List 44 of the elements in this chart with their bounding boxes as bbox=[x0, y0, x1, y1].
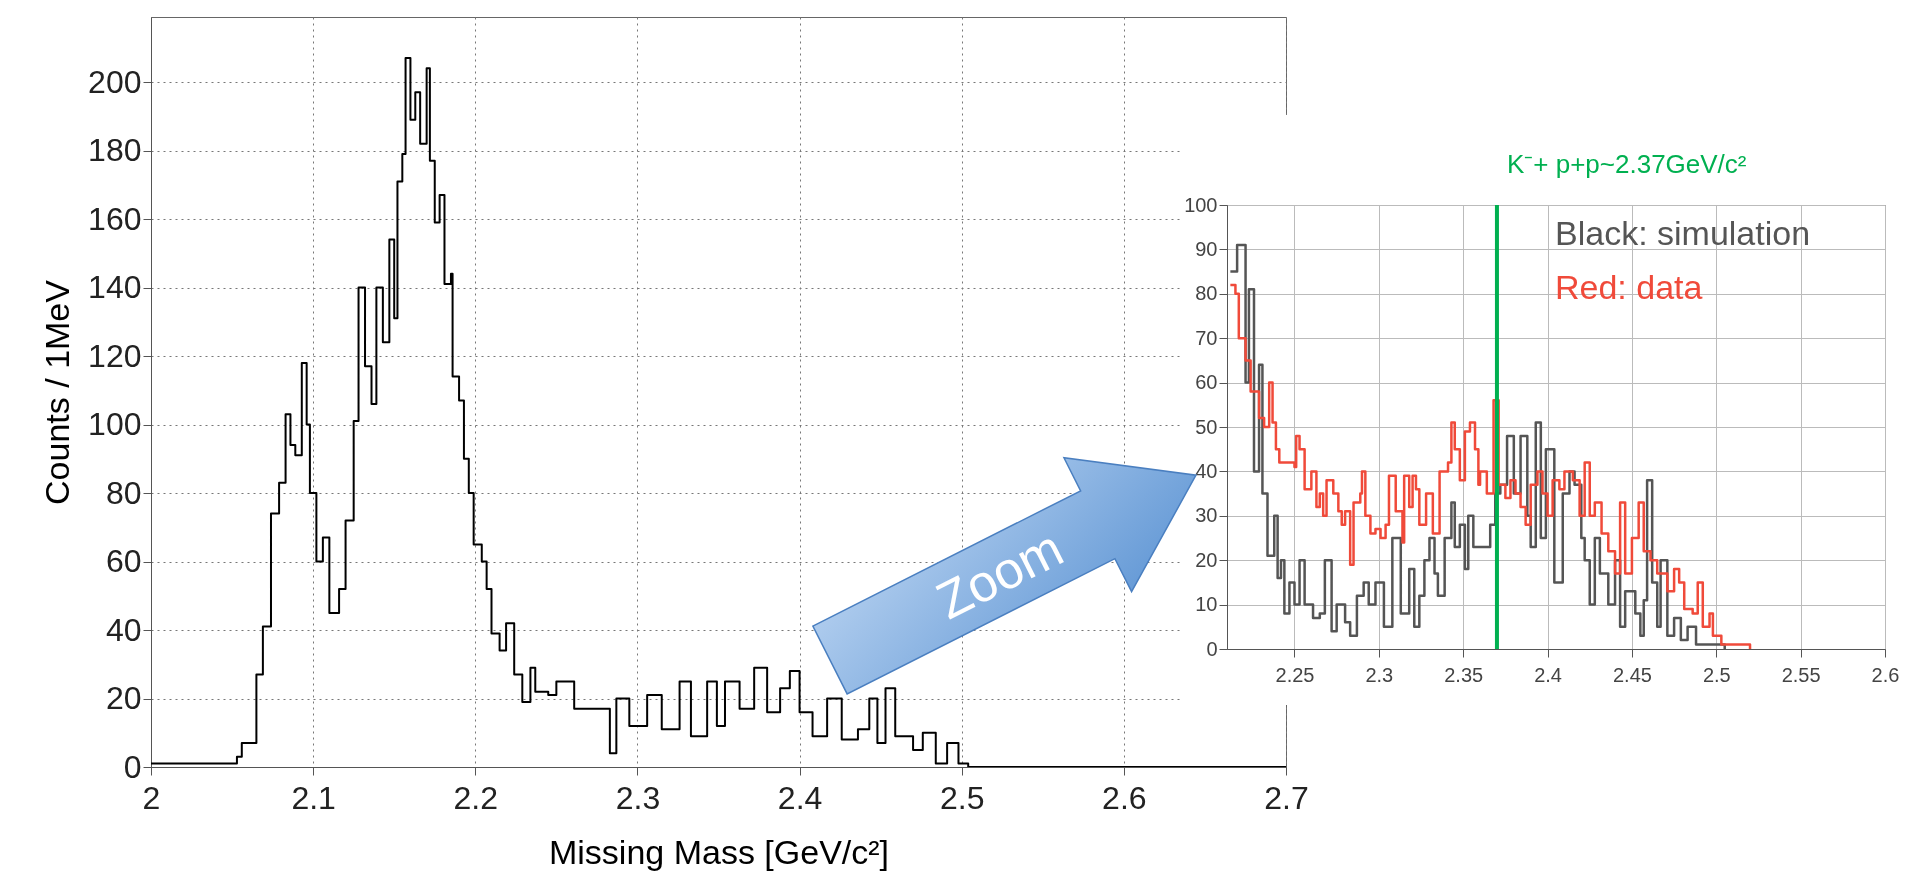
y-tick-label: 0 bbox=[123, 748, 142, 785]
x-tick-label: 2.35 bbox=[1444, 663, 1484, 686]
y-tick-label: 120 bbox=[88, 337, 142, 374]
y-tick-label: 200 bbox=[88, 63, 142, 100]
y-tick-label: 80 bbox=[105, 474, 142, 511]
x-tick-label: 2 bbox=[142, 779, 161, 816]
x-tick-label: 2.55 bbox=[1781, 663, 1821, 686]
y-tick-label: 20 bbox=[1195, 548, 1218, 571]
x-tick-label: 2.3 bbox=[615, 779, 661, 816]
y-tick-label: 80 bbox=[1195, 282, 1218, 305]
y-tick-label: 180 bbox=[88, 132, 142, 169]
y-tick-label: 40 bbox=[1195, 459, 1218, 482]
y-tick-label: 140 bbox=[88, 269, 142, 306]
y-axis-title: Counts / 1MeV bbox=[38, 279, 77, 505]
x-axis-title: Missing Mass [GeV/c²] bbox=[548, 832, 890, 871]
x-tick-label: 2.7 bbox=[1264, 779, 1309, 816]
y-tick-label: 30 bbox=[1195, 504, 1218, 527]
x-tick-label: 2.3 bbox=[1365, 663, 1394, 686]
y-tick-label: 100 bbox=[88, 406, 142, 443]
y-tick-label: 60 bbox=[105, 543, 142, 580]
x-tick-label: 2.6 bbox=[1871, 663, 1900, 686]
y-tick-label: 90 bbox=[1195, 237, 1218, 260]
y-tick-label: 60 bbox=[1195, 371, 1218, 394]
y-tick-label: 100 bbox=[1184, 193, 1218, 216]
y-tick-label: 50 bbox=[1195, 415, 1218, 438]
y-tick-label: 40 bbox=[105, 611, 142, 648]
annotation: Zoom bbox=[927, 518, 1072, 631]
x-tick-label: 2.25 bbox=[1275, 663, 1315, 686]
x-tick-label: 2.5 bbox=[1702, 663, 1731, 686]
text: Red: data bbox=[1555, 268, 1703, 306]
y-tick-label: 160 bbox=[88, 200, 142, 237]
x-tick-label: 2.4 bbox=[1534, 663, 1562, 686]
x-tick-label: 2.4 bbox=[777, 779, 823, 816]
x-tick-label: 2.6 bbox=[1102, 779, 1147, 816]
y-tick-label: 0 bbox=[1206, 637, 1218, 660]
x-tick-label: 2.45 bbox=[1612, 663, 1652, 686]
ref-line-label: K⁻+ p+p~2.37GeV/c² bbox=[1506, 149, 1747, 179]
text: Black: simulation bbox=[1555, 214, 1811, 252]
x-tick-label: 2.5 bbox=[939, 779, 985, 816]
y-tick-label: 10 bbox=[1195, 593, 1218, 616]
x-tick-label: 2.2 bbox=[453, 779, 499, 816]
y-tick-label: 20 bbox=[105, 680, 142, 717]
y-tick-label: 70 bbox=[1195, 326, 1218, 349]
x-tick-label: 2.1 bbox=[291, 779, 336, 816]
